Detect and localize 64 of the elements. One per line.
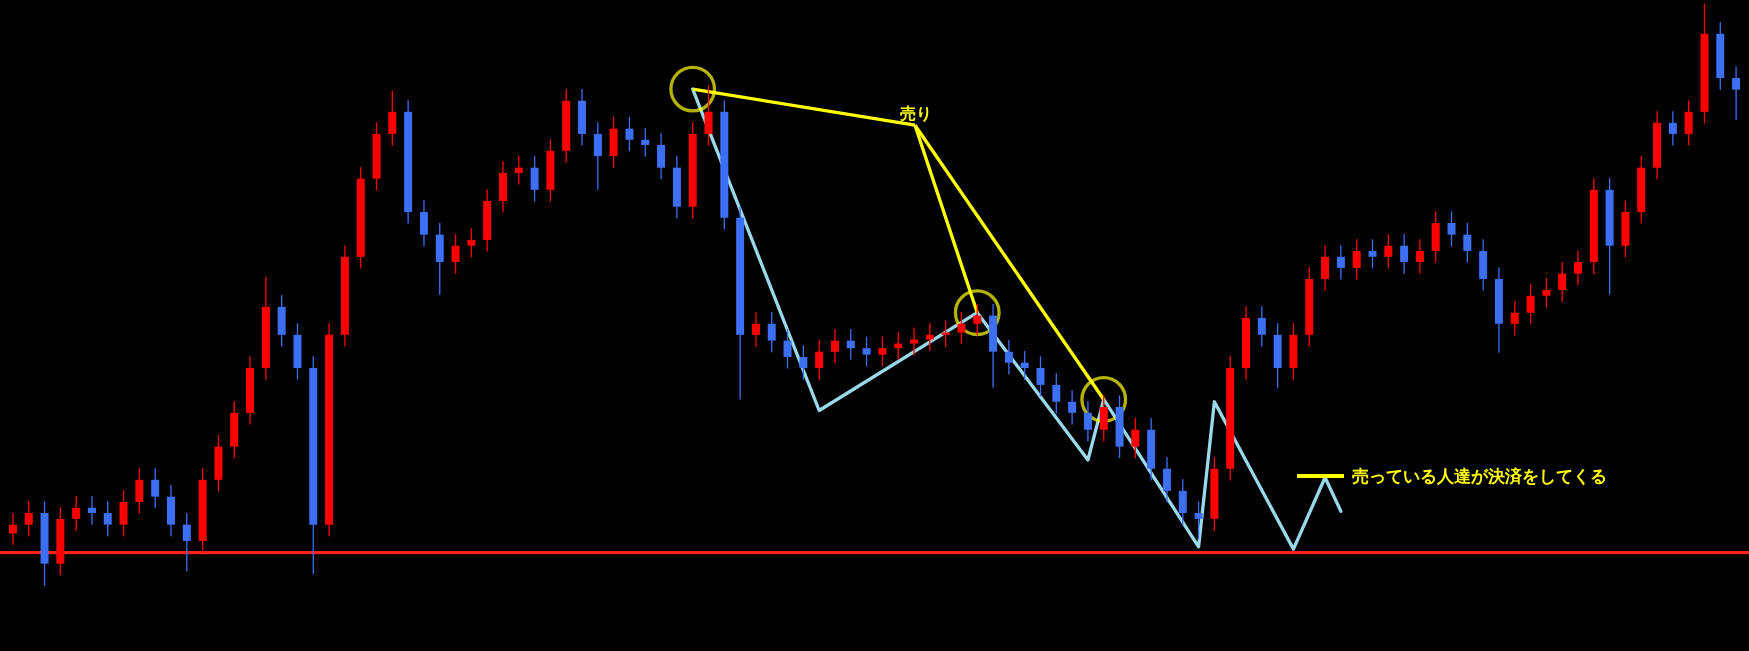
- candlestick: [1257, 305, 1266, 348]
- candlestick: [72, 495, 81, 532]
- candlestick: [530, 155, 539, 203]
- candlestick: [815, 339, 824, 381]
- candlestick: [593, 121, 602, 191]
- candlestick: [1020, 350, 1029, 381]
- candlestick: [1194, 500, 1203, 540]
- candlestick: [1463, 222, 1472, 264]
- candlestick: [1684, 99, 1693, 147]
- candlestick: [1178, 478, 1187, 526]
- candlestick: [151, 467, 160, 509]
- annotation: 売っている人達が決済をしてくる: [1352, 466, 1607, 486]
- annotation: 売り: [900, 104, 932, 123]
- candlestick: [451, 233, 460, 275]
- candlestick: [957, 311, 966, 345]
- candlestick: [657, 132, 666, 180]
- candlestick: [1415, 238, 1424, 275]
- candlestick: [1384, 233, 1393, 270]
- candlestick: [799, 344, 808, 381]
- candlestick: [1668, 110, 1677, 147]
- candlestick: [1447, 210, 1456, 247]
- candlestick: [704, 84, 713, 147]
- candlestick: [1036, 355, 1045, 398]
- candlestick: [878, 335, 887, 367]
- candlestick: [1162, 456, 1171, 504]
- candlestick: [1131, 417, 1140, 459]
- candlestick: [1526, 283, 1535, 325]
- candlestick: [1321, 244, 1330, 292]
- candlestick: [1542, 277, 1551, 309]
- candlestick: [1052, 372, 1061, 415]
- candlestick: [641, 127, 650, 158]
- candlestick: [467, 227, 476, 259]
- candlestick: [388, 90, 397, 147]
- candlestick: [1574, 249, 1582, 286]
- candlestick: [625, 116, 634, 153]
- candlestick: [846, 328, 855, 361]
- candlestick: [862, 335, 871, 367]
- candlestick: [1336, 244, 1345, 281]
- candlestick: [830, 328, 839, 364]
- candlestick: [1368, 238, 1377, 270]
- candlestick: [1732, 65, 1741, 121]
- candlestick: [1510, 300, 1519, 337]
- candlestick: [767, 311, 776, 353]
- candlestick: [1558, 261, 1567, 303]
- candlestick: [1068, 389, 1077, 426]
- candlestick: [941, 320, 950, 348]
- candlestick: [103, 500, 112, 537]
- candlestick: [8, 512, 17, 546]
- candlestick: [751, 311, 760, 348]
- candlestick: [973, 303, 982, 337]
- candlestick: [783, 328, 792, 370]
- candlestick: [910, 327, 919, 356]
- candlestick: [1352, 238, 1361, 281]
- candlestick: [1004, 339, 1013, 376]
- candlestick: [1083, 400, 1092, 443]
- candlestick: [1400, 233, 1409, 275]
- candlestick: [182, 512, 191, 572]
- candlestick: [419, 199, 428, 247]
- candlestick: [24, 500, 33, 537]
- candlestick: [135, 467, 144, 515]
- candlestick: [119, 489, 128, 537]
- candlestick: [514, 155, 523, 186]
- candlestick: [1099, 394, 1108, 443]
- candlestick: [87, 495, 96, 526]
